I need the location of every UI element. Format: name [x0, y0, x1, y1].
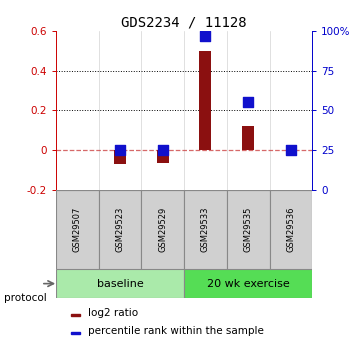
Text: GSM29535: GSM29535: [244, 206, 253, 252]
Text: GSM29523: GSM29523: [116, 206, 125, 252]
Point: [117, 147, 123, 153]
Bar: [71, 332, 80, 334]
Text: GSM29533: GSM29533: [201, 206, 210, 252]
Text: GSM29507: GSM29507: [73, 206, 82, 252]
Bar: [71, 314, 80, 316]
Title: GDS2234 / 11128: GDS2234 / 11128: [121, 16, 247, 30]
FancyBboxPatch shape: [184, 189, 227, 269]
Text: log2 ratio: log2 ratio: [88, 308, 138, 318]
Bar: [157, 150, 169, 163]
FancyBboxPatch shape: [56, 269, 184, 298]
FancyBboxPatch shape: [142, 189, 184, 269]
Point: [245, 100, 251, 105]
FancyBboxPatch shape: [184, 269, 312, 298]
Text: percentile rank within the sample: percentile rank within the sample: [88, 326, 264, 336]
Text: GSM29536: GSM29536: [286, 206, 295, 252]
Text: GSM29529: GSM29529: [158, 207, 167, 252]
Text: protocol: protocol: [4, 294, 46, 303]
Text: 20 wk exercise: 20 wk exercise: [207, 279, 290, 289]
Bar: [114, 150, 126, 164]
Bar: [242, 126, 254, 150]
FancyBboxPatch shape: [227, 189, 270, 269]
Text: baseline: baseline: [97, 279, 143, 289]
FancyBboxPatch shape: [270, 189, 312, 269]
Point: [160, 147, 166, 153]
Bar: [200, 51, 212, 150]
FancyBboxPatch shape: [99, 189, 142, 269]
Point: [203, 33, 208, 39]
FancyBboxPatch shape: [56, 189, 99, 269]
Point: [288, 147, 294, 153]
